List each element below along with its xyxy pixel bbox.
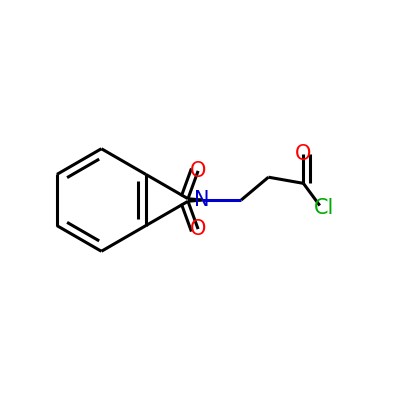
Text: O: O bbox=[190, 161, 206, 181]
Text: Cl: Cl bbox=[314, 198, 334, 218]
Text: N: N bbox=[194, 190, 210, 210]
Text: O: O bbox=[190, 219, 206, 239]
Text: O: O bbox=[295, 144, 312, 164]
